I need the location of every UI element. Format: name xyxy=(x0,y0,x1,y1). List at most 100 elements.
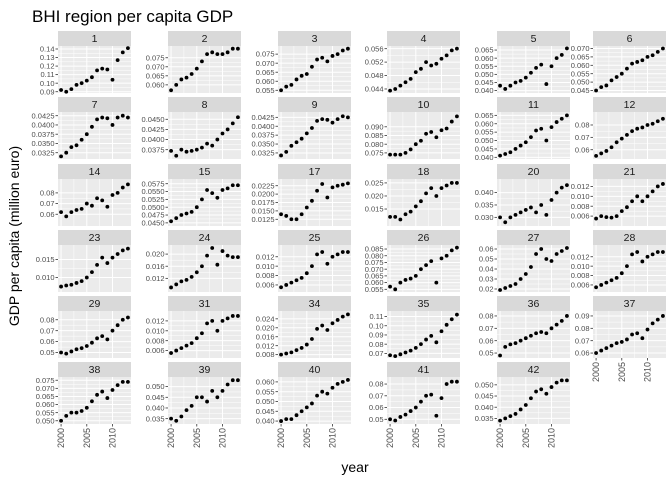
facet-strip xyxy=(168,31,241,46)
y-tick-label: 0.07 xyxy=(40,326,55,335)
data-point xyxy=(455,46,459,51)
data-point xyxy=(635,250,640,254)
data-point xyxy=(444,53,449,58)
data-point xyxy=(335,52,340,57)
y-tick-label: 0.010 xyxy=(256,262,275,271)
data-point xyxy=(419,399,423,404)
data-point xyxy=(69,87,74,92)
data-point xyxy=(284,84,289,89)
data-point xyxy=(640,125,645,130)
data-point xyxy=(661,314,665,318)
data-point xyxy=(398,415,403,419)
data-point xyxy=(388,284,392,289)
facet-strip xyxy=(278,164,351,179)
data-point xyxy=(179,213,184,217)
data-point xyxy=(315,57,319,62)
data-point xyxy=(503,286,508,290)
data-point xyxy=(403,278,408,282)
data-point xyxy=(498,153,502,158)
data-point xyxy=(126,46,130,51)
y-tick-label: 0.012 xyxy=(146,316,165,325)
data-point xyxy=(205,141,209,146)
data-point xyxy=(299,212,304,217)
y-tick-label: 0.07 xyxy=(479,324,494,333)
data-point xyxy=(619,136,624,141)
facet-strip xyxy=(168,164,241,179)
data-point xyxy=(388,214,392,219)
data-point xyxy=(508,284,513,288)
data-point xyxy=(650,121,655,126)
data-point xyxy=(513,412,518,416)
data-point xyxy=(220,52,225,57)
data-point xyxy=(279,419,283,423)
data-point xyxy=(439,329,444,334)
data-point xyxy=(284,214,289,218)
data-point xyxy=(74,281,79,285)
y-tick-label: 0.008 xyxy=(146,336,165,345)
data-point xyxy=(655,317,660,322)
y-tick-label: 0.008 xyxy=(256,350,275,359)
data-point xyxy=(599,151,604,156)
data-point xyxy=(299,136,304,141)
data-point xyxy=(220,131,225,136)
y-tick-label: 0.06 xyxy=(369,403,384,412)
data-point xyxy=(225,127,230,132)
y-tick-label: 0.08 xyxy=(40,188,55,197)
panel-background xyxy=(58,46,131,93)
data-point xyxy=(544,82,549,86)
data-point xyxy=(444,183,449,188)
y-tick-label: 0.030 xyxy=(475,213,494,222)
facet-strip-label: 37 xyxy=(624,298,636,310)
data-point xyxy=(225,253,230,258)
data-point xyxy=(434,413,439,418)
data-point xyxy=(189,72,194,76)
data-point xyxy=(640,58,645,63)
facet-panel-40: 40 0.0400.0450.0500.0550.060 2000 2005 2010 xyxy=(256,362,351,448)
facet-strip xyxy=(58,362,131,377)
data-point xyxy=(284,149,289,154)
facet-strip-label: 41 xyxy=(418,364,430,376)
data-point xyxy=(289,350,294,355)
facet-strip-label: 40 xyxy=(309,364,321,376)
facet-strip-label: 29 xyxy=(89,298,101,310)
y-tick-label: 0.045 xyxy=(475,392,494,401)
y-tick-label: 0.11 xyxy=(40,70,54,79)
data-point xyxy=(455,114,459,119)
data-point xyxy=(340,182,345,187)
x-axis-title: year xyxy=(341,459,369,475)
y-tick-label: 0.05 xyxy=(369,415,384,424)
data-point xyxy=(215,328,220,333)
data-point xyxy=(230,121,235,126)
y-tick-label: 0.055 xyxy=(475,128,494,137)
facet-strip-label: 9 xyxy=(312,99,318,111)
data-point xyxy=(393,354,398,359)
data-point xyxy=(544,391,549,396)
data-point xyxy=(614,214,619,219)
data-point xyxy=(413,273,418,278)
data-point xyxy=(179,414,184,419)
y-tick-label: 0.0350 xyxy=(32,139,55,148)
data-point xyxy=(388,417,392,422)
panel-background xyxy=(593,245,666,292)
data-point xyxy=(388,353,392,358)
data-point xyxy=(189,274,194,279)
y-tick-label: 0.045 xyxy=(475,78,494,87)
data-point xyxy=(403,412,408,417)
data-point xyxy=(539,126,544,131)
data-point xyxy=(413,142,418,147)
y-tick-label: 0.045 xyxy=(475,145,494,154)
data-point xyxy=(325,328,330,332)
data-point xyxy=(599,348,604,353)
y-tick-label: 0.0175 xyxy=(252,198,275,207)
data-point xyxy=(549,385,554,389)
data-point xyxy=(220,318,225,323)
data-point xyxy=(434,61,439,66)
data-point xyxy=(424,191,428,196)
data-point xyxy=(565,378,569,383)
facet-strip-label: 42 xyxy=(528,364,540,376)
data-point xyxy=(174,153,179,158)
